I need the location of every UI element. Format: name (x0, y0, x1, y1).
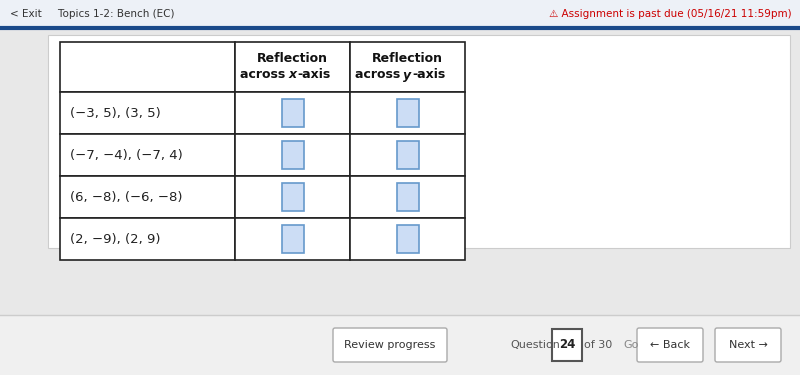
Text: Review progress: Review progress (344, 340, 436, 350)
FancyBboxPatch shape (282, 99, 303, 127)
FancyBboxPatch shape (397, 225, 418, 253)
FancyBboxPatch shape (60, 42, 235, 92)
Text: across: across (355, 69, 407, 81)
Polygon shape (0, 315, 800, 375)
FancyBboxPatch shape (60, 92, 235, 134)
FancyBboxPatch shape (282, 141, 303, 169)
FancyBboxPatch shape (350, 92, 465, 134)
FancyBboxPatch shape (333, 328, 447, 362)
Text: Next →: Next → (729, 340, 767, 350)
Polygon shape (0, 0, 800, 28)
FancyBboxPatch shape (397, 141, 418, 169)
FancyBboxPatch shape (552, 329, 582, 361)
FancyBboxPatch shape (235, 134, 350, 176)
FancyBboxPatch shape (60, 218, 235, 260)
Text: Question: Question (510, 340, 560, 350)
FancyBboxPatch shape (282, 225, 303, 253)
FancyBboxPatch shape (48, 35, 790, 248)
Text: y: y (403, 69, 411, 81)
FancyBboxPatch shape (350, 218, 465, 260)
FancyBboxPatch shape (235, 42, 350, 92)
Text: -axis: -axis (413, 69, 446, 81)
Text: ← Back: ← Back (650, 340, 690, 350)
Text: (−7, −4), (−7, 4): (−7, −4), (−7, 4) (70, 148, 182, 162)
Text: < Exit     Topics 1-2: Bench (EC): < Exit Topics 1-2: Bench (EC) (10, 9, 174, 19)
Text: -axis: -axis (298, 69, 330, 81)
FancyBboxPatch shape (60, 134, 235, 176)
FancyBboxPatch shape (60, 176, 235, 218)
Text: of 30: of 30 (584, 340, 612, 350)
Text: 24: 24 (559, 339, 575, 351)
FancyBboxPatch shape (397, 183, 418, 211)
FancyBboxPatch shape (282, 183, 303, 211)
FancyBboxPatch shape (715, 328, 781, 362)
FancyBboxPatch shape (350, 176, 465, 218)
Text: (6, −8), (−6, −8): (6, −8), (−6, −8) (70, 190, 182, 204)
FancyBboxPatch shape (397, 99, 418, 127)
Text: Go: Go (623, 340, 638, 350)
Text: x: x (289, 69, 297, 81)
FancyBboxPatch shape (350, 134, 465, 176)
Text: ⚠ Assignment is past due (05/16/21 11:59pm): ⚠ Assignment is past due (05/16/21 11:59… (550, 9, 792, 19)
FancyBboxPatch shape (235, 92, 350, 134)
Text: Reflection: Reflection (372, 53, 443, 66)
Text: (2, −9), (2, 9): (2, −9), (2, 9) (70, 232, 161, 246)
Text: Reflection: Reflection (257, 53, 328, 66)
Text: across: across (240, 69, 293, 81)
FancyBboxPatch shape (235, 218, 350, 260)
Text: (−3, 5), (3, 5): (−3, 5), (3, 5) (70, 106, 161, 120)
FancyBboxPatch shape (637, 328, 703, 362)
FancyBboxPatch shape (235, 176, 350, 218)
FancyBboxPatch shape (350, 42, 465, 92)
